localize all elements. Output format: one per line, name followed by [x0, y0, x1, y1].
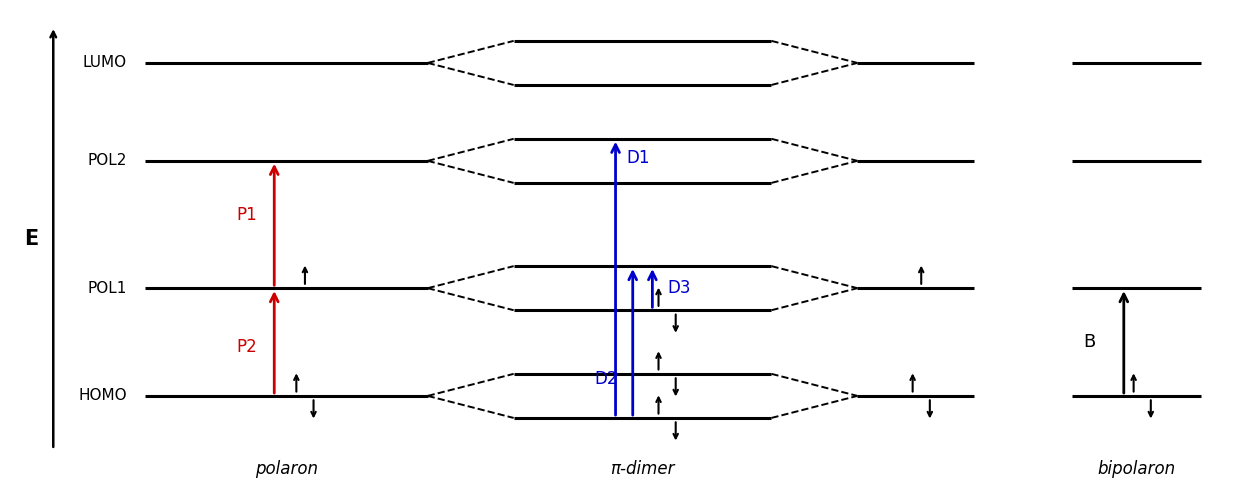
Text: LUMO: LUMO — [83, 55, 127, 70]
Text: POL1: POL1 — [88, 281, 127, 296]
Text: E: E — [23, 229, 38, 249]
Text: polaron: polaron — [255, 460, 318, 479]
Text: B: B — [1083, 333, 1095, 351]
Text: π-dimer: π-dimer — [611, 460, 675, 479]
Text: D1: D1 — [625, 149, 649, 167]
Text: POL2: POL2 — [88, 153, 127, 168]
Text: D2: D2 — [595, 370, 618, 388]
Text: bipolaron: bipolaron — [1098, 460, 1175, 479]
Text: D3: D3 — [667, 279, 691, 297]
Text: P1: P1 — [237, 206, 257, 224]
Text: HOMO: HOMO — [78, 388, 127, 403]
Text: P2: P2 — [237, 338, 257, 356]
